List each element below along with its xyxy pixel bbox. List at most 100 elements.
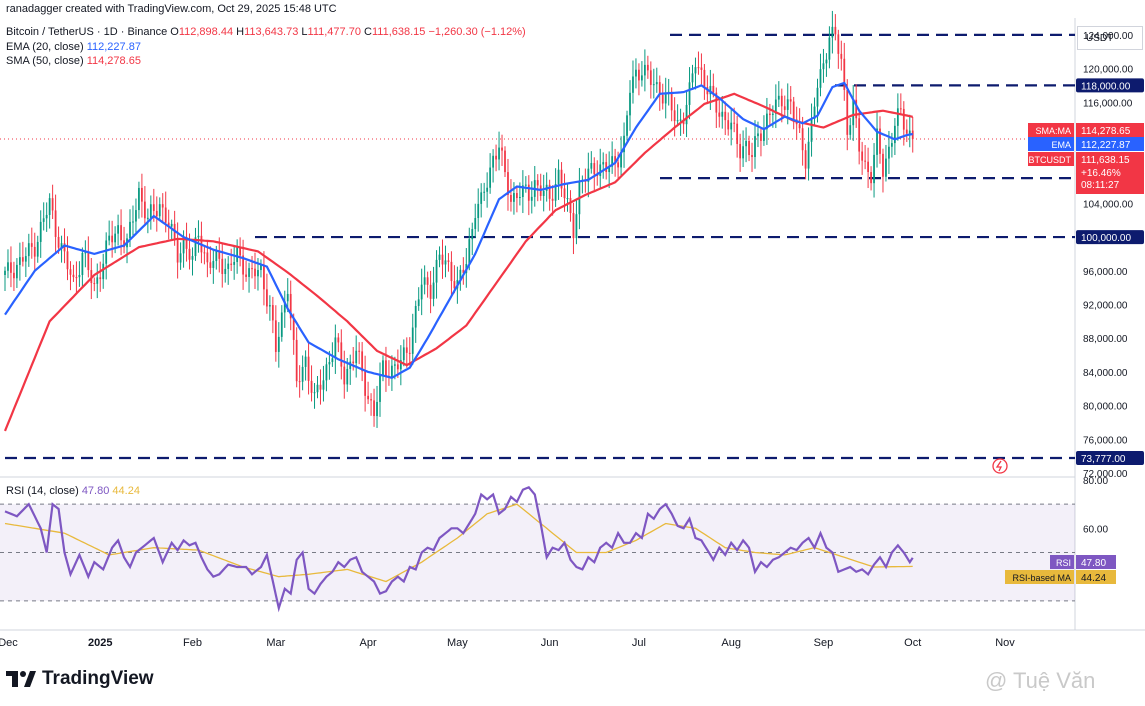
candle-body xyxy=(548,184,551,199)
rsi-tag-name xyxy=(1005,570,1074,584)
candle-body xyxy=(233,261,236,265)
candle-body xyxy=(393,364,396,366)
candle-body xyxy=(138,187,140,211)
rsi-legend-label: RSI (14, close) xyxy=(6,485,79,497)
price-tick-label: 84,000.00 xyxy=(1083,368,1128,379)
candle-body xyxy=(599,164,602,177)
candle-body xyxy=(554,183,557,201)
candle-body xyxy=(248,268,250,277)
level-tag-label: 100,000.00 xyxy=(1081,233,1131,244)
price-tick-label: 104,000.00 xyxy=(1083,199,1133,210)
candle-body xyxy=(727,120,730,130)
candle-body xyxy=(655,82,658,85)
candle-body xyxy=(206,252,209,263)
candle-body xyxy=(355,350,358,364)
price-tag-name-label: EMA xyxy=(1051,140,1071,150)
candle-body xyxy=(846,89,849,135)
candle-body xyxy=(885,158,887,177)
candle-body xyxy=(893,125,896,144)
candle-body xyxy=(340,342,343,367)
sma-legend-label: SMA (50, close) xyxy=(6,55,84,67)
candle-body xyxy=(274,320,277,352)
sma-legend-value: 114,278.65 xyxy=(86,55,141,67)
alert-bolt-icon xyxy=(995,460,1003,472)
alert-icon[interactable] xyxy=(992,458,1008,474)
candle-body xyxy=(593,163,596,175)
candle-body xyxy=(819,69,822,88)
candle-body xyxy=(60,243,63,248)
candle-body xyxy=(42,218,45,222)
candle-body xyxy=(492,155,494,168)
rsi-legend[interactable]: RSI (14, close) 47.80 44.24 xyxy=(6,485,140,497)
candle-body xyxy=(417,299,420,306)
candle-body xyxy=(834,26,837,35)
candle-body xyxy=(120,225,122,241)
candle-body xyxy=(286,293,289,302)
candle-body xyxy=(813,106,816,119)
candle-body xyxy=(57,236,60,248)
tradingview-logo[interactable]: TradingView xyxy=(6,668,154,690)
candle-body xyxy=(13,272,15,279)
candle-body xyxy=(447,260,450,262)
candle-body xyxy=(605,162,608,173)
candle-body xyxy=(825,59,828,64)
price-tag-name xyxy=(1028,152,1074,166)
sma-legend[interactable]: SMA (50, close) 114,278.65 xyxy=(6,55,141,67)
candle-body xyxy=(783,106,786,110)
candle-body xyxy=(81,252,84,275)
candle-body xyxy=(209,262,212,268)
open-label: O xyxy=(170,26,179,38)
candle-body xyxy=(641,75,643,81)
candle-body xyxy=(905,129,908,134)
candle-body xyxy=(831,26,834,38)
candle-body xyxy=(227,263,230,269)
candle-body xyxy=(72,274,75,278)
candle-body xyxy=(626,115,628,136)
candle-body xyxy=(459,269,462,280)
candle-body xyxy=(688,82,691,105)
candle-body xyxy=(450,261,453,282)
price-tick-label: 116,000.00 xyxy=(1083,98,1133,109)
symbol-ohlc-line: Bitcoin / TetherUS · 1D · Binance O112,8… xyxy=(6,26,526,38)
candle-body xyxy=(530,196,533,201)
candle-body xyxy=(587,168,590,182)
price-tag-value xyxy=(1076,123,1144,137)
price-tag-name-label: BTCUSDT xyxy=(1029,155,1072,165)
price-tick-label: 92,000.00 xyxy=(1083,300,1128,311)
currency-button[interactable]: USDT xyxy=(1077,26,1143,50)
candle-body xyxy=(632,76,634,93)
price-tick-label: 120,000.00 xyxy=(1083,65,1133,76)
candle-body xyxy=(709,85,712,95)
candle-body xyxy=(837,34,840,54)
candle-body xyxy=(93,283,96,285)
candle-body xyxy=(700,67,703,70)
candle-body xyxy=(114,233,117,243)
time-tick-label: Aug xyxy=(721,637,741,649)
candle-body xyxy=(569,198,572,214)
candle-body xyxy=(408,352,411,354)
candle-body xyxy=(352,361,355,364)
candle-body xyxy=(152,204,155,211)
candle-body xyxy=(382,360,384,375)
candle-body xyxy=(858,118,861,152)
candle-body xyxy=(84,252,87,254)
candle-body xyxy=(807,141,810,169)
price-tag-extra-label: 08:11:27 xyxy=(1081,180,1120,191)
candle-body xyxy=(370,399,372,401)
ema-legend[interactable]: EMA (20, close) 112,227.87 xyxy=(6,41,141,53)
candle-body xyxy=(16,264,18,279)
time-tick-label: Apr xyxy=(360,637,377,649)
candle-body xyxy=(364,371,367,396)
candle-body xyxy=(263,265,265,290)
candle-body xyxy=(638,69,640,81)
candle-body xyxy=(486,187,489,192)
candle-body xyxy=(822,63,825,70)
symbol-name[interactable]: Bitcoin / TetherUS · 1D · Binance xyxy=(6,26,168,38)
candle-body xyxy=(804,150,807,169)
candle-body xyxy=(316,384,319,393)
time-tick-label: Dec xyxy=(0,637,18,649)
level-tag xyxy=(1076,451,1144,466)
candle-body xyxy=(215,250,218,262)
candle-body xyxy=(319,384,322,390)
